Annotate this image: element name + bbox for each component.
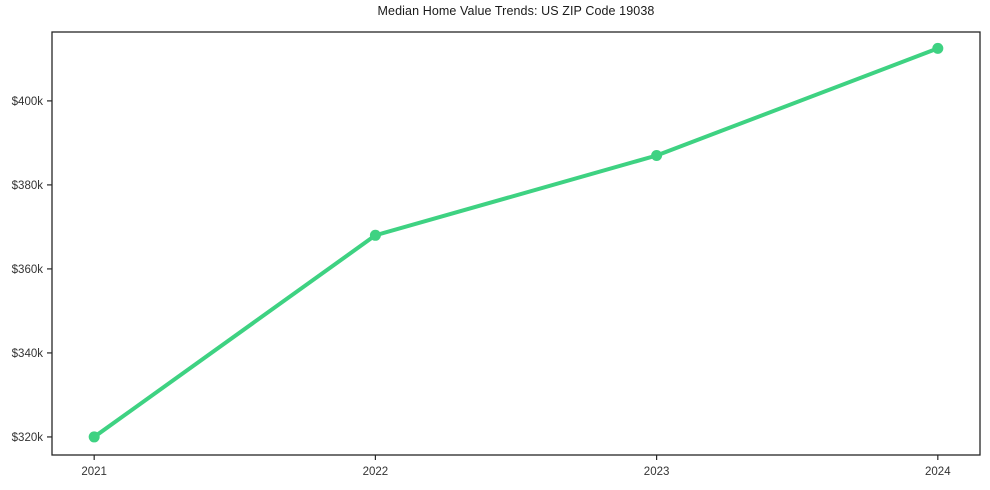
data-point-marker: [88, 431, 100, 443]
y-axis-tick-label: $400k: [12, 96, 44, 108]
plot-border: [51, 31, 981, 456]
x-axis-tick-label: 2023: [644, 466, 670, 478]
x-axis-tick-label: 2021: [81, 466, 107, 478]
data-point-marker: [932, 42, 944, 54]
y-axis-tick-label: $360k: [12, 264, 44, 276]
chart-title: Median Home Value Trends: US ZIP Code 19…: [377, 4, 655, 18]
x-axis-tick-label: 2022: [363, 466, 389, 478]
x-axis-tick-label: 2024: [925, 466, 951, 478]
trend-line: [92, 46, 940, 439]
data-point-marker: [651, 149, 663, 161]
y-axis-tick-label: $380k: [12, 180, 44, 192]
y-axis-tick-label: $340k: [12, 348, 44, 360]
y-axis-tick-label: $320k: [12, 432, 44, 444]
data-point-marker: [369, 229, 381, 241]
